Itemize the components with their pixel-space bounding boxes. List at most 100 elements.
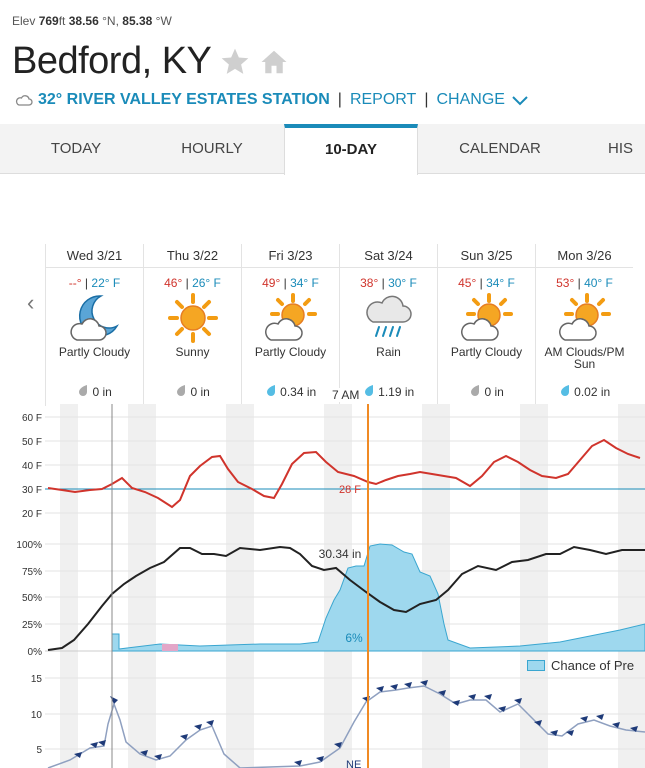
humidity-line — [47, 545, 645, 651]
day-precip: 0 in — [438, 384, 535, 399]
temp-axis-tick: 40 F — [22, 461, 42, 472]
partly-cloudy-icon — [460, 293, 513, 341]
chart-legend: Chance of Pre — [527, 658, 634, 673]
legend-swatch — [527, 660, 545, 671]
hi-temp: 46° — [164, 276, 183, 290]
precip-amount: 1.19 in — [378, 385, 415, 399]
day-temps: 38° | 30° F — [340, 276, 437, 290]
tab-hourly[interactable]: HOURLY — [181, 140, 243, 157]
tab-10-day[interactable]: 10-DAY — [284, 124, 418, 175]
previous-arrow-icon[interactable]: ‹ — [27, 290, 35, 315]
change-link[interactable]: CHANGE — [436, 91, 505, 108]
separator: | — [424, 91, 429, 108]
station-row: 32° RIVER VALLEY ESTATES STATION | REPOR… — [14, 91, 529, 109]
lat-unit: °N, — [102, 14, 119, 28]
wind-readout: NE — [346, 759, 361, 768]
hi-temp: --° — [68, 276, 82, 290]
cloud-icon — [15, 95, 33, 106]
temp-separator: | — [479, 276, 483, 290]
precip-amount: 0 in — [190, 385, 210, 399]
star-icon[interactable] — [219, 46, 251, 78]
partly-cloudy-icon — [264, 293, 317, 341]
cursor-time-tag: 7 AM — [329, 388, 363, 402]
day-precip: 0 in — [46, 384, 143, 399]
lo-temp: 22° F — [91, 276, 121, 290]
hi-temp: 45° — [458, 276, 477, 290]
partly-cloudy-icon — [558, 293, 611, 341]
hi-temp: 53° — [556, 276, 575, 290]
forecast-day[interactable]: Sun 3/25 45° | 34° F Partly Cloudy 0 in — [437, 244, 535, 406]
day-date: Sat 3/24 — [340, 244, 437, 268]
temp-separator: | — [283, 276, 287, 290]
temp-separator: | — [84, 276, 89, 290]
lo-temp: 30° F — [388, 276, 417, 290]
forecast-day[interactable]: Sat 3/24 38° | 30° F Rain 1.19 in — [339, 244, 437, 406]
day-condition: AM Clouds/PM Sun — [544, 345, 625, 371]
raindrop-icon — [471, 385, 480, 396]
temp-separator: | — [381, 276, 385, 290]
lo-temp: 26° F — [192, 276, 221, 290]
rain-icon — [365, 295, 412, 337]
forecast-graphs[interactable]: 60 F 50 F 40 F 30 F 20 F 28 F 100% 75% 5… — [0, 404, 645, 768]
wind-axis-tick: 15 — [31, 674, 43, 685]
temperature-chart: 60 F 50 F 40 F 30 F 20 F 28 F — [22, 413, 645, 520]
day-temps: 46° | 26° F — [144, 276, 241, 290]
day-condition: Sunny — [175, 345, 210, 359]
lo-temp: 34° F — [486, 276, 515, 290]
moon-cloud-icon — [69, 295, 119, 341]
temp-axis-tick: 50 F — [22, 437, 42, 448]
report-link[interactable]: REPORT — [349, 91, 417, 108]
day-condition: Rain — [376, 345, 401, 359]
lat-value: 38.56 — [68, 14, 99, 28]
tab-calendar[interactable]: CALENDAR — [459, 140, 541, 157]
hi-temp: 49° — [262, 276, 281, 290]
temp-axis-tick: 20 F — [22, 509, 42, 520]
precip-amount: 0.34 in — [280, 385, 317, 399]
pct-axis-tick: 75% — [22, 567, 42, 578]
day-temps: 45° | 34° F — [438, 276, 535, 290]
day-temps: 49° | 34° F — [242, 276, 339, 290]
forecast-day[interactable]: Mon 3/26 53° | 40° F AM Clouds/PM Sun 0.… — [535, 244, 633, 406]
temperature-line — [47, 438, 641, 509]
chevron-down-icon[interactable] — [511, 93, 529, 107]
sun-icon — [167, 293, 218, 343]
station-link[interactable]: 32° RIVER VALLEY ESTATES STATION — [38, 91, 330, 108]
day-temps: --° | 22° F — [46, 276, 143, 290]
temp-readout: 28 F — [339, 484, 361, 496]
tab-today[interactable]: TODAY — [50, 140, 102, 157]
day-date: Wed 3/21 — [46, 244, 143, 268]
temp-separator: | — [185, 276, 189, 290]
pct-axis-tick: 25% — [22, 620, 42, 631]
forecast-day[interactable]: Thu 3/22 46° | 26° F Sunny 0 in — [143, 244, 241, 406]
lon-value: 85.38 — [122, 14, 153, 28]
elev-unit: ft — [58, 14, 66, 28]
elev-value: 769 — [38, 14, 59, 28]
city-title: Bedford, KY — [12, 40, 212, 82]
tab-bar: TODAY HOURLY 10-DAY CALENDAR HIS — [0, 124, 645, 175]
home-icon[interactable] — [259, 47, 289, 77]
day-condition: Partly Cloudy — [450, 345, 523, 359]
precip-chance-area — [111, 543, 645, 652]
wind-chart: 15 10 5 NE — [31, 674, 645, 768]
temp-axis-tick: 30 F — [22, 485, 42, 496]
lon-unit: °W — [155, 14, 172, 28]
day-precip: 1.19 in — [340, 384, 437, 399]
forecast-day[interactable]: Wed 3/21 --° | 22° F Partly Cloudy 0 in — [45, 244, 143, 406]
pct-axis-tick: 0% — [28, 647, 43, 658]
temp-axis-tick: 60 F — [22, 413, 42, 424]
day-date: Sun 3/25 — [438, 244, 535, 268]
forecast-day[interactable]: Fri 3/23 49° | 34° F Partly Cloudy 0.34 … — [241, 244, 339, 406]
raindrop-icon — [560, 385, 569, 396]
wind-axis-tick: 5 — [36, 745, 42, 756]
wind-direction-arrows — [74, 680, 638, 766]
elevation-coordinates: Elev 769ft 38.56 °N, 85.38 °W — [12, 14, 172, 28]
precip-chance-chart: 100% 75% 50% 25% 0% 30.34 in 6% — [16, 540, 645, 658]
tab-history[interactable]: HIS — [608, 140, 634, 157]
legend-label: Chance of Pre — [551, 658, 635, 673]
precip-amount: 0 in — [484, 385, 504, 399]
day-date: Fri 3/23 — [242, 244, 339, 268]
raindrop-icon — [364, 385, 373, 396]
ten-day-forecast: Wed 3/21 --° | 22° F Partly Cloudy 0 in … — [45, 244, 645, 406]
precip-amount: 0.02 in — [574, 385, 611, 399]
elev-label: Elev — [12, 14, 36, 28]
